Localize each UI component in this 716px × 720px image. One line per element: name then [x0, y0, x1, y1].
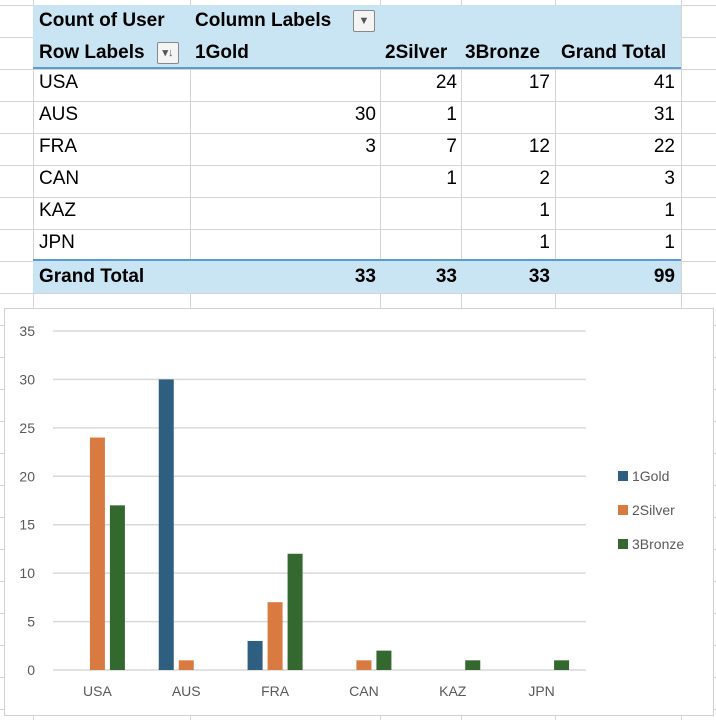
- bar-3Bronze-USA: [109, 505, 125, 670]
- value-cell: 1: [664, 232, 675, 253]
- bar-1Gold-FRA: [247, 640, 263, 670]
- value-cell: 3: [664, 168, 675, 189]
- bar-1Gold-AUS: [158, 379, 174, 670]
- column-labels-header: Column Labels: [195, 10, 332, 31]
- grand-total-row: Grand Total 33 33 33 99: [33, 259, 681, 293]
- grid-row-line: [0, 165, 716, 166]
- x-tick-label: KAZ: [439, 683, 467, 699]
- pivot-header-row-2: Row Labels ▾↓ 1Gold 2Silver 3Bronze Gran…: [33, 37, 681, 69]
- value-cell: 1: [446, 104, 457, 125]
- value-cell: 7: [446, 136, 457, 157]
- grand-total-label: Grand Total: [39, 266, 145, 287]
- row-label: AUS: [39, 104, 79, 125]
- bar-3Bronze-KAZ: [465, 660, 481, 670]
- grid-row-line: [0, 197, 716, 198]
- row-label: KAZ: [39, 200, 76, 221]
- pivot-row: FRA 3 7 12 22: [33, 131, 681, 163]
- bar-2Silver-USA: [89, 437, 105, 670]
- grid-row-line: [0, 101, 716, 102]
- chart-svg: 0 5 10 15 20 25 30 35 USA AUS FRA CAN KAZ JPN 1Gold 2Si…: [19, 323, 684, 699]
- value-cell: 2: [539, 168, 550, 189]
- x-tick-label: JPN: [528, 683, 554, 699]
- bar-2Silver-CAN: [356, 660, 372, 670]
- value-cell: 30: [354, 104, 376, 125]
- legend-label: 3Bronze: [632, 536, 684, 552]
- y-tick-label: 20: [19, 468, 35, 484]
- total-cell: 33: [354, 266, 376, 287]
- pivot-row: KAZ 1 1: [33, 195, 681, 227]
- y-tick-label: 30: [19, 371, 35, 387]
- col-header: 2Silver: [385, 42, 448, 63]
- legend-label: 1Gold: [632, 468, 669, 484]
- legend-label: 2Silver: [632, 502, 675, 518]
- column-filter-dropdown-icon[interactable]: ▼: [353, 10, 375, 32]
- value-cell: 1: [664, 200, 675, 221]
- value-field-label: Count of User: [39, 10, 165, 31]
- value-cell: 3: [365, 136, 376, 157]
- x-tick-label: FRA: [261, 683, 290, 699]
- bar-2Silver-FRA: [267, 602, 283, 670]
- bar-3Bronze-JPN: [554, 660, 570, 670]
- medal-chart[interactable]: 0 5 10 15 20 25 30 35 USA AUS FRA CAN KAZ JPN 1Gold 2Si…: [4, 308, 714, 716]
- value-cell: 22: [653, 136, 675, 157]
- pivot-header-row-1: Count of User Column Labels ▼: [33, 5, 681, 37]
- value-cell: 41: [653, 72, 675, 93]
- y-tick-label: 35: [19, 323, 35, 339]
- grid-row-line: [0, 293, 716, 294]
- value-cell: 24: [435, 72, 457, 93]
- x-tick-label: AUS: [172, 683, 201, 699]
- col-header: Grand Total: [561, 42, 667, 63]
- pivot-row: USA 24 17 41: [33, 67, 681, 99]
- value-cell: 31: [653, 104, 675, 125]
- row-label: FRA: [39, 136, 77, 157]
- total-cell: 33: [435, 266, 457, 287]
- value-cell: 1: [539, 200, 550, 221]
- x-tick-label: USA: [83, 683, 112, 699]
- col-header: 1Gold: [195, 42, 249, 63]
- bar-3Bronze-CAN: [376, 650, 392, 670]
- pivot-row: AUS 30 1 31: [33, 99, 681, 131]
- value-cell: 1: [539, 232, 550, 253]
- y-tick-label: 25: [19, 420, 35, 436]
- y-tick-label: 15: [19, 517, 35, 533]
- legend-swatch: [618, 471, 628, 481]
- legend-swatch: [618, 539, 628, 549]
- row-label: CAN: [39, 168, 80, 189]
- value-cell: 12: [528, 136, 550, 157]
- grid-row-line: [0, 229, 716, 230]
- grid-row-line: [0, 133, 716, 134]
- pivot-row: JPN 1 1: [33, 227, 681, 259]
- y-tick-label: 10: [19, 565, 35, 581]
- y-tick-label: 5: [27, 614, 35, 630]
- pivot-table: Count of User Column Labels ▼ Row Labels…: [33, 5, 681, 293]
- grid-row-line: [0, 69, 716, 70]
- x-tick-label: CAN: [349, 683, 379, 699]
- row-label: JPN: [39, 232, 75, 253]
- bar-2Silver-AUS: [178, 660, 194, 670]
- row-sort-filter-icon[interactable]: ▾↓: [157, 42, 179, 64]
- total-cell: 33: [528, 266, 550, 287]
- pivot-row: CAN 1 2 3: [33, 163, 681, 195]
- value-cell: 17: [528, 72, 550, 93]
- y-tick-label: 0: [27, 662, 35, 678]
- total-cell: 99: [653, 266, 675, 287]
- bar-3Bronze-FRA: [287, 553, 303, 670]
- value-cell: 1: [446, 168, 457, 189]
- legend-swatch: [618, 505, 628, 515]
- col-header: 3Bronze: [465, 42, 540, 63]
- row-labels-header: Row Labels: [39, 42, 145, 63]
- row-label: USA: [39, 72, 79, 93]
